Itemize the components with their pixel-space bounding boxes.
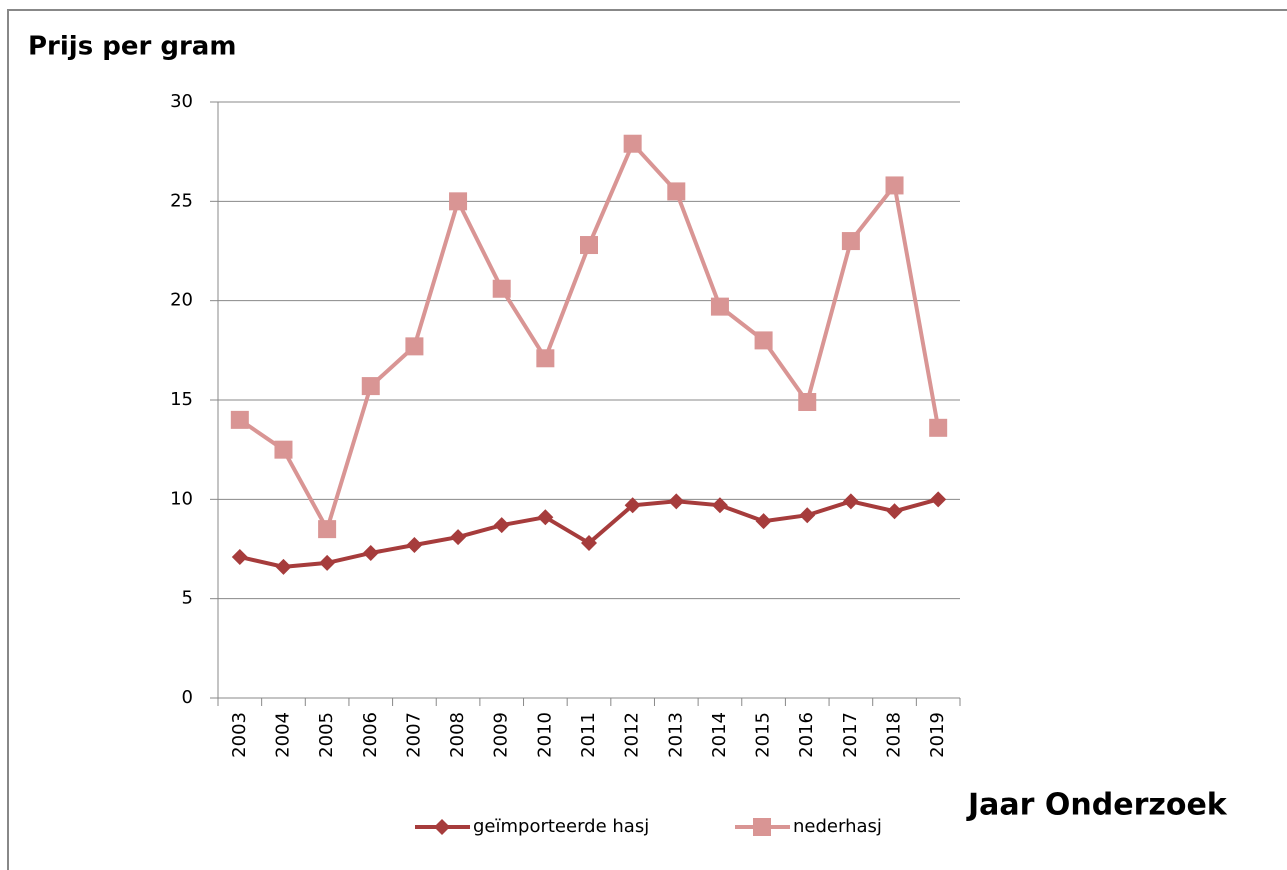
- x-tick-label: 2005: [316, 712, 337, 758]
- y-tick-label: 20: [170, 290, 193, 311]
- series-line: [239, 497, 939, 569]
- data-point: [841, 232, 860, 251]
- data-point: [274, 440, 293, 459]
- data-point: [798, 392, 817, 411]
- data-point: [929, 418, 948, 437]
- legend-marker: [753, 818, 771, 836]
- x-tick-label: 2017: [840, 712, 861, 758]
- data-point: [885, 176, 904, 195]
- x-tick-label: 2011: [578, 712, 599, 758]
- y-tick-label: 5: [182, 588, 193, 609]
- data-point: [886, 503, 903, 520]
- legend-marker: [434, 819, 450, 835]
- data-point: [449, 192, 468, 211]
- data-point: [230, 410, 249, 429]
- data-point: [450, 529, 467, 546]
- y-tick-label: 15: [170, 389, 193, 410]
- data-point: [318, 520, 337, 539]
- data-point: [623, 134, 642, 153]
- x-tick-label: 2008: [447, 712, 468, 758]
- x-tick-label: 2015: [753, 712, 774, 758]
- data-point: [842, 493, 859, 510]
- data-point: [275, 558, 292, 575]
- x-axis-title: Jaar Onderzoek: [966, 788, 1228, 823]
- x-tick-label: 2009: [491, 712, 512, 758]
- x-tick-label: 2007: [403, 712, 424, 758]
- data-point: [581, 535, 597, 552]
- x-tick-label: 2010: [534, 712, 555, 758]
- x-tick-label: 2014: [709, 712, 730, 758]
- y-tick-label: 30: [170, 91, 193, 112]
- data-point: [362, 544, 379, 561]
- x-tick-label: 2003: [229, 712, 250, 758]
- legend-label: nederhasj: [793, 816, 882, 837]
- data-point: [710, 297, 729, 316]
- x-tick-label: 2006: [360, 712, 381, 758]
- x-tick-label: 2013: [665, 712, 686, 758]
- data-point: [231, 548, 248, 565]
- chart-title: Prijs per gram: [28, 32, 236, 62]
- data-point: [799, 507, 816, 524]
- data-point: [406, 537, 423, 554]
- data-point: [493, 517, 510, 534]
- data-point: [624, 497, 641, 514]
- data-point: [319, 554, 336, 571]
- data-point: [930, 491, 947, 508]
- data-point: [754, 331, 773, 350]
- y-tick-label: 0: [182, 687, 193, 708]
- legend-label: geïmporteerde hasj: [473, 816, 649, 837]
- data-point: [492, 279, 511, 298]
- data-point: [755, 513, 772, 530]
- x-tick-label: 2016: [796, 712, 817, 758]
- data-point: [711, 497, 728, 514]
- data-point: [537, 509, 554, 526]
- x-tick-label: 2004: [272, 712, 293, 758]
- x-tick-label: 2019: [927, 712, 948, 758]
- y-tick-label: 25: [170, 190, 193, 211]
- y-tick-label: 10: [170, 488, 193, 509]
- x-tick-label: 2018: [884, 712, 905, 758]
- data-point: [536, 349, 555, 368]
- x-tick-label: 2012: [622, 712, 643, 758]
- chart-frame: [7, 9, 1287, 870]
- data-point: [580, 236, 598, 255]
- data-point: [361, 377, 380, 396]
- data-point: [405, 337, 424, 356]
- data-point: [667, 182, 686, 201]
- data-point: [668, 493, 685, 510]
